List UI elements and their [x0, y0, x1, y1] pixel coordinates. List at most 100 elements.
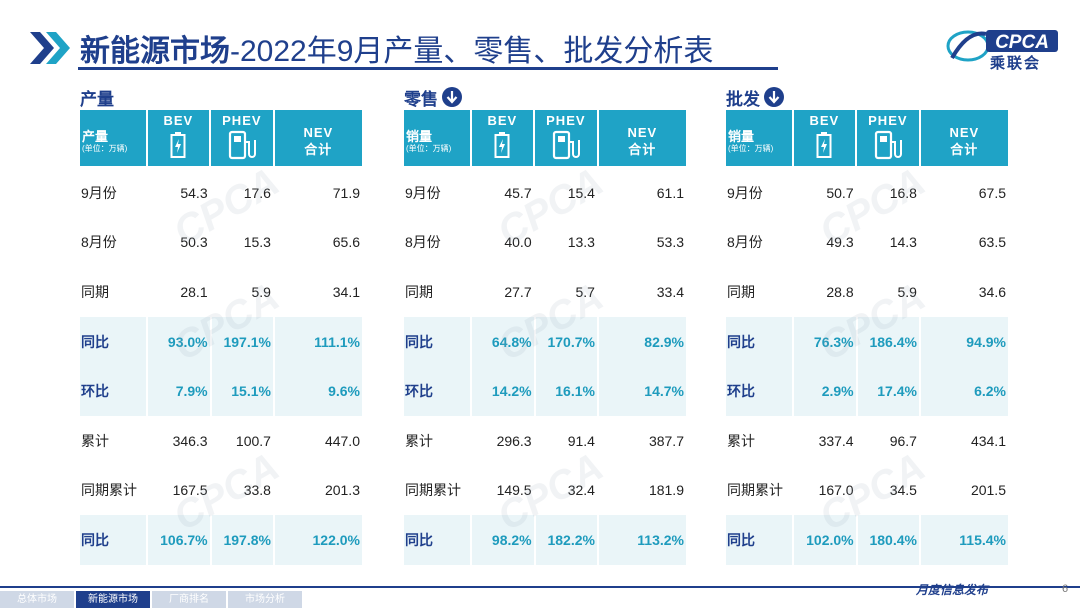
row-label: 同比 — [80, 316, 147, 367]
col-header-nev: NEV 合计 — [598, 110, 686, 166]
nev-value: 34.6 — [920, 267, 1008, 317]
nev-value: 447.0 — [274, 415, 362, 466]
row-label: 同期 — [726, 267, 793, 317]
row-header-cell: 产量 (单位：万辆) — [80, 110, 146, 166]
nev-value: 34.1 — [274, 267, 362, 317]
row-label: 同期累计 — [404, 465, 471, 516]
row-header-unit: (单位：万辆) — [82, 144, 128, 153]
bev-value: 28.8 — [794, 267, 856, 317]
row-header-unit: (单位：万辆) — [406, 144, 452, 153]
row-label: 环比 — [726, 366, 793, 416]
phev-value: 197.1% — [211, 316, 273, 367]
row-label: 同比 — [404, 515, 471, 565]
footer-line — [0, 586, 1080, 588]
col-header-nev-label: NEV 合计 — [627, 125, 658, 157]
phev-value: 17.4% — [857, 366, 919, 416]
bev-value: 149.5 — [472, 465, 534, 516]
row-header-cell: 销量 (单位：万辆) — [726, 110, 792, 166]
table-row: 累计 296.3 91.4 387.7 — [404, 415, 686, 466]
bev-value: 102.0% — [794, 515, 856, 565]
page-title-main: 新能源市场 — [80, 35, 230, 68]
table-row: 同比 98.2% 182.2% 113.2% — [404, 515, 686, 565]
col-header-bev: BEV — [471, 110, 534, 166]
logo-cn-text: 乘联会 — [990, 55, 1042, 72]
battery-icon — [816, 132, 832, 163]
footer-tab[interactable]: 厂商排名 — [152, 591, 226, 608]
bev-value: 98.2% — [472, 515, 534, 565]
table-body: 9月份 50.7 16.8 67.5 8月份 49.3 14.3 63.5 同期 28.8 5.9 3… — [726, 168, 1008, 565]
bev-value: 50.7 — [794, 168, 856, 218]
table-row: 同比 64.8% 170.7% 82.9% — [404, 316, 686, 367]
nev-value: 63.5 — [920, 217, 1008, 268]
panel-heading: 批发 — [726, 84, 1008, 110]
col-header-bev: BEV — [793, 110, 856, 166]
row-label: 同期累计 — [726, 465, 793, 516]
nev-value: 53.3 — [598, 217, 686, 268]
phev-value: 182.2% — [535, 515, 597, 565]
bev-value: 64.8% — [472, 316, 534, 367]
footer-tab[interactable]: 总体市场 — [0, 591, 74, 608]
nev-value: 387.7 — [598, 415, 686, 466]
col-header-phev: PHEV — [535, 110, 597, 166]
phev-value: 186.4% — [857, 316, 919, 367]
nev-value: 94.9% — [920, 316, 1008, 367]
bev-value: 50.3 — [148, 217, 210, 268]
col-header-nev: NEV 合计 — [920, 110, 1008, 166]
bev-value: 28.1 — [148, 267, 210, 317]
logo-text: CPCA — [995, 32, 1049, 53]
row-header-unit: (单位：万辆) — [728, 144, 774, 153]
bev-value: 337.4 — [794, 415, 856, 466]
col-header-phev-label: PHEV — [546, 113, 586, 128]
footer: 总体市场 新能源市场 厂商排名 市场分析 月度信息发布 6 — [0, 583, 1080, 608]
nev-value: 122.0% — [274, 515, 362, 565]
table-row: 9月份 50.7 16.8 67.5 — [726, 168, 1008, 218]
phev-value: 5.7 — [535, 267, 597, 317]
nev-value: 181.9 — [598, 465, 686, 516]
panel-heading-label: 批发 — [726, 89, 760, 109]
nev-value: 14.7% — [598, 366, 686, 416]
panel-1: 产量 产量 (单位：万辆) BEV PHEV NEV 合计 9月份 54.3 17.6 71.9 8月… — [80, 84, 362, 565]
page-title-sub: -2022年9月产量、零售、批发分析表 — [230, 35, 714, 68]
table-row: 环比 14.2% 16.1% 14.7% — [404, 366, 686, 416]
bev-value: 296.3 — [472, 415, 534, 466]
table-row: 9月份 45.7 15.4 61.1 — [404, 168, 686, 218]
page-title: 新能源市场-2022年9月产量、零售、批发分析表 — [80, 26, 713, 70]
table-row: 8月份 49.3 14.3 63.5 — [726, 217, 1008, 268]
nev-value: 33.4 — [598, 267, 686, 317]
table-row: 同期累计 167.5 33.8 201.3 — [80, 465, 362, 516]
nev-value: 201.3 — [274, 465, 362, 516]
double-chevron-icon — [30, 32, 70, 64]
nev-value: 71.9 — [274, 168, 362, 218]
table-row: 同比 93.0% 197.1% 111.1% — [80, 316, 362, 367]
footer-tabs: 总体市场 新能源市场 厂商排名 市场分析 — [0, 591, 304, 608]
row-label: 累计 — [726, 415, 793, 466]
nev-value: 434.1 — [920, 415, 1008, 466]
row-label: 8月份 — [80, 217, 147, 268]
phev-value: 170.7% — [535, 316, 597, 367]
table-body: 9月份 45.7 15.4 61.1 8月份 40.0 13.3 53.3 同期 27.7 5.7 3… — [404, 168, 686, 565]
row-header-cell: 销量 (单位：万辆) — [404, 110, 470, 166]
phev-value: 16.1% — [535, 366, 597, 416]
bev-value: 167.0 — [794, 465, 856, 516]
footer-tab[interactable]: 市场分析 — [228, 591, 302, 608]
bev-value: 54.3 — [148, 168, 210, 218]
col-header-nev-label: NEV 合计 — [303, 125, 334, 157]
footer-tab[interactable]: 新能源市场 — [76, 591, 150, 608]
table-header: 销量 (单位：万辆) BEV PHEV NEV 合计 — [404, 110, 686, 166]
nev-value: 67.5 — [920, 168, 1008, 218]
phev-value: 91.4 — [535, 415, 597, 466]
table-row: 环比 2.9% 17.4% 6.2% — [726, 366, 1008, 416]
row-label: 同比 — [726, 515, 793, 565]
phev-value: 16.8 — [857, 168, 919, 218]
phev-value: 100.7 — [211, 415, 273, 466]
page-number: 6 — [1062, 583, 1069, 595]
bev-value: 40.0 — [472, 217, 534, 268]
nev-value: 113.2% — [598, 515, 686, 565]
nev-value: 65.6 — [274, 217, 362, 268]
charging-plug-icon — [227, 130, 257, 165]
panel-2: 零售 销量 (单位：万辆) BEV PHEV NEV 合计 9月份 45.7 15.4 61.1 8月… — [404, 84, 686, 565]
table-header: 销量 (单位：万辆) BEV PHEV NEV 合计 — [726, 110, 1008, 166]
nev-value: 201.5 — [920, 465, 1008, 516]
footer-right-text: 月度信息发布 — [916, 583, 989, 597]
bev-value: 49.3 — [794, 217, 856, 268]
